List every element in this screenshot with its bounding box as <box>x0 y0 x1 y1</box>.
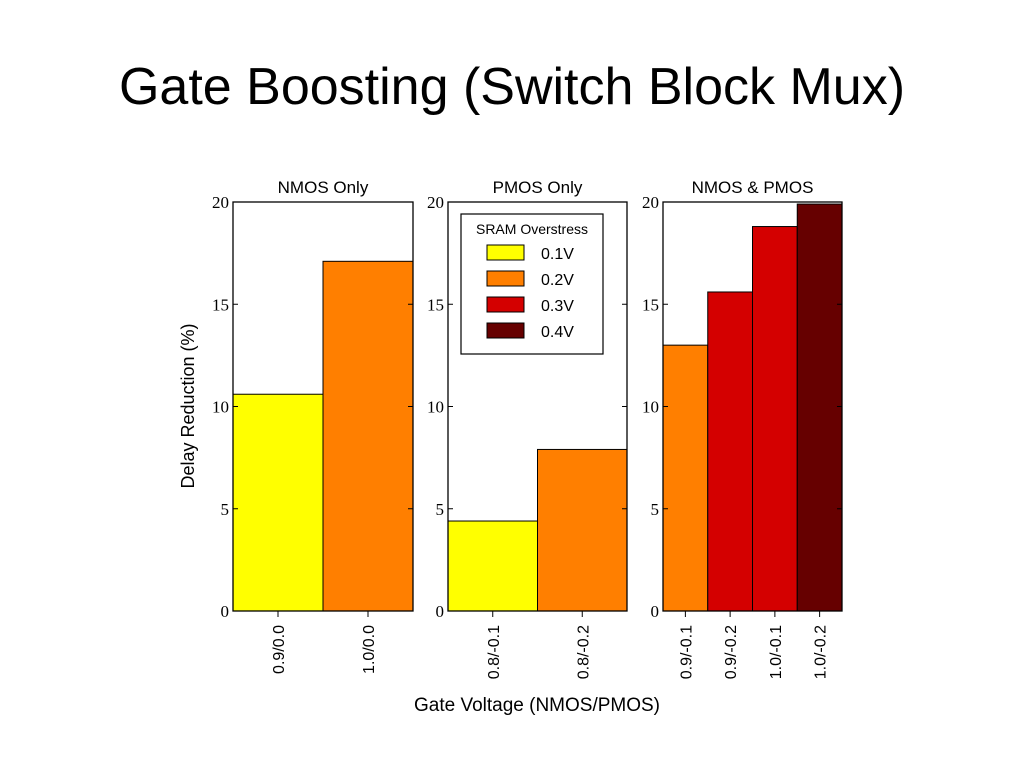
y-tick-label: 15 <box>212 295 229 314</box>
chart-panel: NMOS & PMOS 0.9/-0.1 0.9/-0.2 1.0/-0.1 1.0/-… <box>642 178 843 679</box>
y-tick-label: 0 <box>651 602 660 621</box>
chart-panel: PMOS Only 0.8/-0.1 0.8/-0.2 0 5 10 15 20 <box>427 178 628 679</box>
x-tick-label: 1.0/-0.1 <box>768 625 785 679</box>
slide-title: Gate Boosting (Switch Block Mux) <box>118 58 906 116</box>
y-tick-label: 10 <box>427 398 444 417</box>
bar <box>752 226 798 612</box>
y-tick-label: 10 <box>642 398 659 417</box>
bar <box>707 291 753 612</box>
bar <box>662 344 709 612</box>
y-tick-label: 15 <box>642 295 659 314</box>
y-tick-label: 5 <box>221 500 230 519</box>
y-tick-label: 0 <box>436 602 445 621</box>
y-tick-label: 10 <box>212 398 229 417</box>
y-tick-label: 20 <box>642 193 659 212</box>
y-tick-label: 20 <box>427 193 444 212</box>
panel-title: PMOS Only <box>493 178 583 197</box>
y-axis-label: Delay Reduction (%) <box>178 323 198 488</box>
x-tick-label: 0.9/-0.1 <box>678 625 695 679</box>
y-tick-label: 5 <box>436 500 445 519</box>
bar <box>796 203 843 612</box>
bar <box>447 520 538 612</box>
x-tick-label: 0.9/-0.2 <box>723 625 740 679</box>
x-tick-label: 1.0/0.0 <box>361 625 378 674</box>
y-tick-label: 5 <box>651 500 660 519</box>
legend-label: 0.4V <box>541 324 574 341</box>
x-tick-label: 0.9/0.0 <box>271 625 288 674</box>
bar <box>322 260 414 612</box>
panel-title: NMOS Only <box>278 178 369 197</box>
x-tick-label: 0.8/-0.2 <box>575 625 592 679</box>
legend-title: SRAM Overstress <box>476 221 588 237</box>
panel-title: NMOS & PMOS <box>692 178 814 197</box>
bar <box>232 393 324 612</box>
legend-swatch <box>486 270 525 287</box>
x-tick-label: 0.8/-0.1 <box>486 625 503 679</box>
y-tick-label: 0 <box>221 602 230 621</box>
y-tick-label: 15 <box>427 295 444 314</box>
legend-label: 0.3V <box>541 298 574 315</box>
x-tick-label: 1.0/-0.2 <box>813 625 830 679</box>
legend-swatch <box>486 296 525 313</box>
legend-label: 0.1V <box>541 246 574 263</box>
legend-box <box>460 213 604 355</box>
x-axis-label: Gate Voltage (NMOS/PMOS) <box>414 695 660 716</box>
y-tick-label: 20 <box>212 193 229 212</box>
legend-swatch <box>486 244 525 261</box>
legend-label: 0.2V <box>541 272 574 289</box>
bar <box>537 448 628 612</box>
chart-legend: SRAM Overstress 0.1V 0.2V 0.3V 0.4V <box>460 213 604 355</box>
legend-swatch <box>486 322 525 339</box>
chart-panel: NMOS Only 0.9/0.0 1.0/0.0 0 5 10 15 20 <box>212 178 414 674</box>
